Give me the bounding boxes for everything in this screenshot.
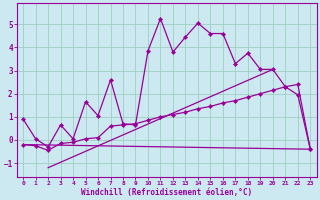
X-axis label: Windchill (Refroidissement éolien,°C): Windchill (Refroidissement éolien,°C) [81, 188, 252, 197]
